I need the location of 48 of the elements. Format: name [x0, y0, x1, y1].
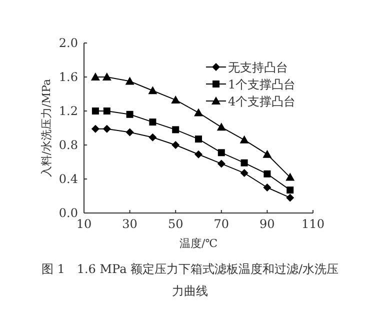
point [103, 108, 110, 114]
y-tick-label: 1.6 [58, 70, 78, 84]
point [216, 122, 226, 131]
point [102, 72, 112, 80]
point [172, 141, 180, 149]
point [194, 150, 202, 158]
point [92, 108, 99, 114]
point [263, 184, 272, 192]
point [126, 110, 134, 118]
point [217, 160, 226, 168]
point [102, 124, 111, 133]
point [91, 124, 100, 133]
point [195, 136, 202, 143]
y-axis-title: 入料/水洗压力/MPa [40, 78, 53, 178]
point [262, 150, 272, 158]
point [286, 172, 295, 181]
x-tick-label: 70 [214, 217, 230, 231]
x-tick-label: 110 [302, 217, 324, 231]
x-tick-label: 90 [260, 217, 275, 231]
point [148, 133, 157, 142]
point [218, 149, 225, 156]
x-tick-label: 30 [122, 217, 138, 231]
y-tick-label: 0.4 [58, 172, 78, 186]
caption: 图 1 1.6 MPa 额定压力下箱式滤板温度和过滤/水洗压力曲线 [40, 261, 340, 300]
point [171, 95, 180, 104]
point [148, 86, 158, 94]
point [90, 72, 100, 80]
y-tick-label: 1.2 [58, 104, 78, 118]
point [264, 170, 271, 178]
point [125, 76, 134, 85]
point [172, 126, 180, 134]
y-tick-label: 0.0 [58, 206, 78, 220]
y-tick-label: 0.8 [58, 138, 78, 152]
point [286, 194, 294, 202]
point [126, 128, 134, 136]
point [286, 186, 294, 194]
y-tick-label: 2.0 [58, 36, 78, 50]
point [194, 108, 203, 116]
point [240, 169, 248, 178]
x-axis-title: 温度/℃ [179, 237, 218, 250]
point [240, 159, 248, 166]
point [149, 118, 156, 126]
x-tick-label: 10 [76, 217, 92, 231]
legend-label: 1个支撑凸台 [228, 78, 296, 92]
x-tick-label: 50 [168, 217, 184, 231]
point [240, 135, 249, 144]
legend-label: 无支持凸台 [228, 60, 288, 74]
legend-label: 4个支撑凸台 [228, 94, 296, 108]
